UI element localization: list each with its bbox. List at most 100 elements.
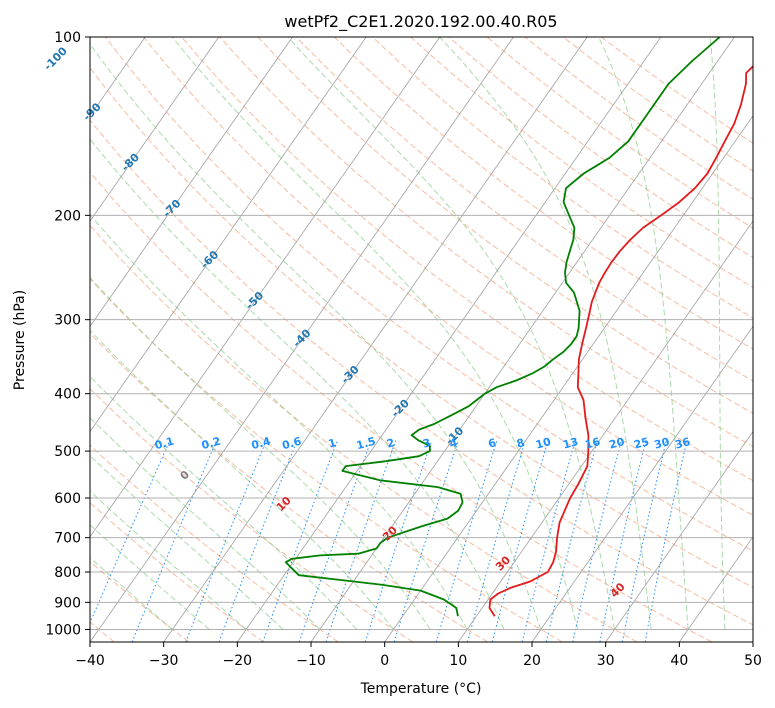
dry-adiabat — [90, 278, 563, 642]
y-tick-label: 800 — [54, 565, 81, 581]
mixing-ratio-label: 16 — [584, 435, 602, 452]
temperature-series — [488, 65, 753, 617]
moist-adiabat — [90, 454, 284, 630]
x-tick-label: −10 — [296, 653, 326, 669]
moist-adiabat — [90, 417, 321, 630]
moist-adiabat — [90, 490, 247, 630]
dry-adiabat — [143, 37, 753, 516]
y-tick-label: 500 — [54, 444, 81, 460]
y-tick-label: 400 — [54, 387, 81, 403]
mixing-ratio-label: 2 — [385, 436, 396, 451]
isotherm-line — [90, 37, 367, 433]
y-tick-label: 600 — [54, 491, 81, 507]
y-axis: 100 200 300 400 500 600 700 800 900 1000 — [45, 30, 90, 638]
isotherm-line — [90, 37, 220, 222]
y-tick-label: 1000 — [45, 622, 81, 638]
mixing-ratio-label: 36 — [674, 435, 692, 452]
isotherm-line — [679, 536, 753, 642]
dry-adiabat — [90, 560, 190, 642]
moist-adiabat — [90, 214, 468, 630]
x-axis: −40 −30 −20 −10 0 10 20 30 40 50 — [75, 642, 762, 669]
mixing-ratio-label: 1 — [327, 436, 338, 451]
y-tick-label: 900 — [54, 595, 81, 611]
mixing-ratio-line — [644, 440, 688, 642]
mixing-ratio-label: 0.2 — [200, 435, 222, 453]
isotherm-line — [90, 37, 514, 642]
dry-adiabat — [90, 119, 753, 626]
mixing-ratio-line — [599, 440, 647, 642]
x-tick-label: 40 — [670, 653, 688, 669]
dry-adiabat — [181, 37, 753, 482]
mixing-ratio-label: 4 — [448, 436, 459, 451]
dry-adiabat — [90, 171, 712, 642]
mixing-ratio-line — [393, 440, 459, 642]
mixing-ratio-line — [467, 440, 526, 642]
dry-adiabat — [90, 332, 488, 642]
isotherm-line — [458, 220, 753, 642]
moist-adiabat — [90, 556, 173, 630]
mixing-ratio-line — [521, 440, 576, 642]
x-tick-label: 50 — [744, 653, 762, 669]
isotherm-line — [605, 430, 753, 642]
x-axis-label: Temperature (°C) — [360, 681, 482, 697]
mixing-ratio-label: 0.6 — [281, 435, 304, 453]
background-lines — [90, 37, 753, 642]
moist-adiabat — [90, 329, 394, 630]
mixing-ratio-label: 30 — [653, 435, 671, 452]
x-tick-label: 10 — [449, 653, 467, 669]
mixing-ratio-line — [131, 440, 217, 642]
grid-lines — [90, 37, 753, 642]
x-tick-label: 0 — [380, 653, 389, 669]
mixing-ratio-line — [545, 440, 598, 642]
isotherm-line — [237, 37, 662, 642]
moist-adiabat — [598, 37, 689, 630]
isotherm-line — [384, 115, 753, 642]
moist-adiabat — [90, 524, 210, 630]
isotherm-line — [531, 325, 753, 642]
moist-adiabat — [90, 138, 505, 630]
mixing-ratio-label: 8 — [515, 436, 526, 451]
moist-adiabat — [709, 37, 726, 630]
dewpoint-series — [284, 37, 721, 617]
x-tick-label: −20 — [223, 653, 253, 669]
dry-adiabat — [372, 37, 753, 319]
dry-adiabat — [219, 37, 753, 448]
dry-adiabat — [295, 37, 753, 382]
x-tick-label: 20 — [523, 653, 541, 669]
moist-adiabat — [90, 375, 357, 630]
mixing-ratio-label: 13 — [561, 435, 579, 452]
isotherm-line — [163, 37, 588, 642]
y-tick-label: 100 — [54, 30, 81, 46]
mixing-ratio-label: 3 — [421, 436, 432, 451]
dry-adiabat — [90, 224, 638, 642]
isotherm-line — [90, 37, 441, 538]
chart-title: wetPf2_C2E1.2020.192.00.40.R05 — [284, 12, 557, 32]
y-tick-label: 300 — [54, 313, 81, 329]
mixing-ratio-label: 20 — [608, 435, 626, 452]
y-axis-label: Pressure (hPa) — [12, 290, 28, 390]
y-tick-label: 200 — [54, 208, 81, 224]
plot-frame — [89, 36, 754, 643]
mixing-ratio-label: 10 — [534, 435, 552, 452]
x-tick-label: −40 — [75, 653, 105, 669]
moist-adiabat — [439, 37, 652, 630]
x-tick-label: 30 — [597, 653, 615, 669]
mixing-ratio-label: 6 — [487, 436, 498, 451]
y-tick-label: 700 — [54, 531, 81, 547]
mixing-ratio-line — [435, 440, 498, 642]
mixing-ratio-label: 0.1 — [153, 435, 175, 453]
data-series — [284, 37, 753, 617]
mixing-ratio-line — [621, 440, 667, 642]
moist-adiabat — [171, 37, 579, 630]
mixing-ratio-line — [491, 440, 549, 642]
mixing-ratio-label: 1.5 — [355, 435, 377, 453]
mixing-ratio-line — [262, 440, 338, 642]
mixing-ratio-line — [572, 440, 622, 642]
mixing-ratio-line — [298, 440, 372, 642]
x-tick-label: −30 — [149, 653, 179, 669]
mixing-ratio-line — [90, 440, 171, 625]
mixing-ratio-label: 25 — [632, 435, 650, 452]
isotherm-line — [90, 37, 293, 327]
